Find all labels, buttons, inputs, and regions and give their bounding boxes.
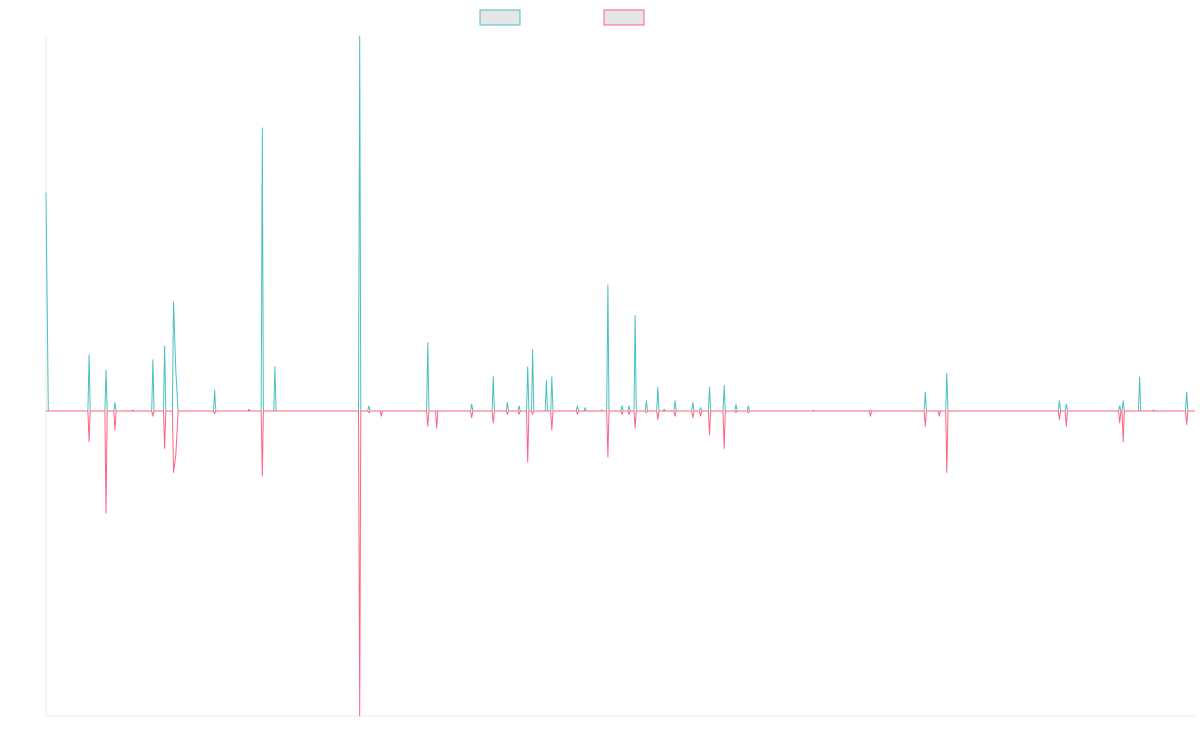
legend-item-2[interactable]: [603, 9, 645, 26]
legend: [479, 9, 645, 26]
axes: [45, 36, 1195, 717]
series-line-2: [46, 410, 1195, 717]
series-line-1: [45, 35, 1195, 412]
legend-swatch-1: [479, 9, 521, 26]
legend-swatch-2: [603, 9, 645, 26]
series-lines: [45, 35, 1195, 717]
legend-item-1[interactable]: [479, 9, 521, 26]
